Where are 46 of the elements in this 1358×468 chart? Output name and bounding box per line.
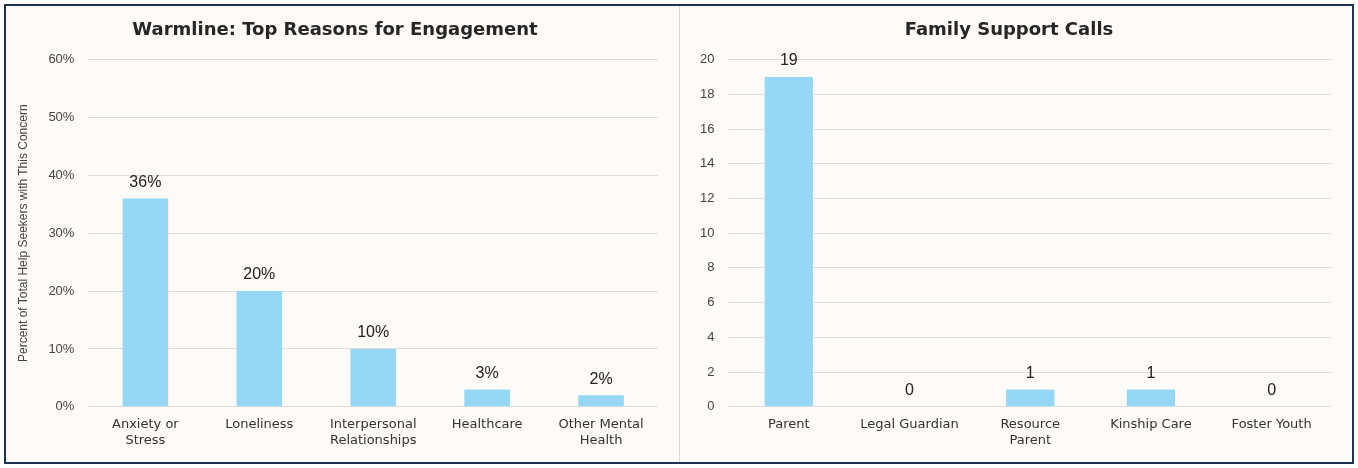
data-label: 10% bbox=[357, 323, 390, 341]
data-label: 36% bbox=[129, 172, 162, 190]
x-tick-label: Legal Guardian bbox=[859, 415, 959, 431]
y-tick-label: 10% bbox=[48, 340, 75, 356]
data-label: 1 bbox=[1145, 363, 1155, 381]
x-tick-label: Loneliness bbox=[225, 415, 294, 431]
bar bbox=[578, 395, 624, 407]
data-label: 0 bbox=[904, 381, 914, 399]
y-tick-label: 10 bbox=[699, 224, 714, 240]
x-tick-label: Anxiety or Stress bbox=[112, 415, 180, 447]
y-tick-label: 14 bbox=[699, 155, 714, 171]
y-tick-label: 20 bbox=[699, 51, 714, 67]
y-tick-label: 20% bbox=[48, 282, 75, 298]
data-label: 19 bbox=[779, 51, 798, 69]
x-tick-label: Foster Youth bbox=[1231, 415, 1312, 431]
bar bbox=[122, 198, 169, 407]
x-tick-label: Kinship Care bbox=[1109, 415, 1192, 431]
bar bbox=[464, 389, 510, 407]
y-tick-label: 12 bbox=[699, 190, 714, 206]
y-tick-label: 6 bbox=[706, 294, 714, 310]
x-tick-label: Parent bbox=[767, 415, 810, 431]
x-tick-label: Interpersonal Relationships bbox=[329, 415, 417, 447]
y-tick-label: 2 bbox=[706, 363, 714, 379]
y-tick-label: 16 bbox=[699, 120, 714, 136]
y-tick-label: 0 bbox=[706, 398, 714, 414]
x-tick-label: Resource Parent bbox=[999, 415, 1060, 447]
data-label: 1 bbox=[1025, 363, 1035, 381]
x-tick-label: Healthcare bbox=[451, 415, 523, 431]
x-tick-label: Other Mental Health bbox=[558, 415, 644, 447]
data-label: 20% bbox=[243, 265, 276, 283]
y-tick-label: 0% bbox=[55, 398, 75, 414]
bar bbox=[236, 291, 283, 407]
y-tick-label: 60% bbox=[48, 51, 75, 67]
y-tick-label: 4 bbox=[706, 328, 714, 344]
y-tick-label: 8 bbox=[706, 259, 714, 275]
chart-title: Family Support Calls bbox=[904, 18, 1113, 40]
y-tick-label: 30% bbox=[48, 224, 75, 240]
data-label: 0 bbox=[1266, 381, 1276, 399]
data-label: 3% bbox=[475, 363, 499, 381]
y-tick-label: 18 bbox=[699, 85, 714, 101]
y-axis-title: Percent of Total Help Seekers with This Concern bbox=[15, 104, 30, 363]
bar bbox=[350, 348, 396, 407]
y-tick-label: 40% bbox=[48, 166, 75, 182]
data-label: 2% bbox=[589, 369, 613, 387]
chart-title: Warmline: Top Reasons for Engagement bbox=[132, 18, 539, 40]
y-tick-label: 50% bbox=[48, 109, 75, 125]
